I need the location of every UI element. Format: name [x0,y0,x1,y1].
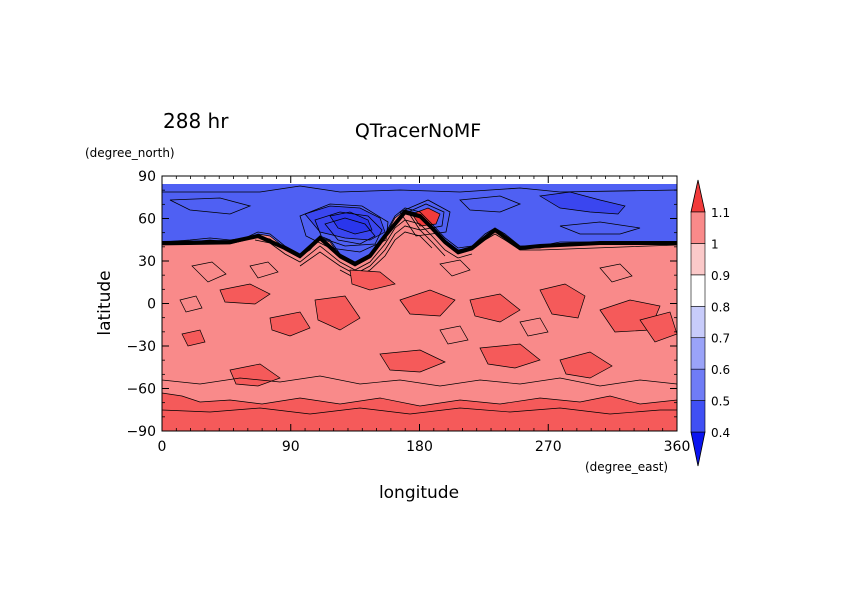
colorbar-label: 0.5 [711,395,730,409]
colorbar-bin [690,211,706,244]
colorbar-label: 0.8 [711,300,730,314]
x-axis-label: longitude [379,483,459,503]
x-tick-label: 0 [158,439,167,455]
field-dark-patch-2 [329,211,373,235]
colorbar-bin [690,274,706,307]
x-tick-label: 360 [664,439,691,455]
y-axis-label: latitude [95,270,115,335]
colorbar-bin [690,305,706,339]
y-tick-label: 60 [138,212,156,228]
colorbar-label: 1.1 [711,206,730,220]
colorbar-extend-bottom [690,431,706,467]
y-tick-label: −60 [126,382,156,398]
contour-lines-south [162,259,677,415]
field-dark-patch-3 [538,191,626,215]
y-unit-label: (degree_north) [85,146,175,160]
colorbar-label: 0.7 [711,332,730,346]
plot-area [162,176,677,431]
x-tick-label: 90 [282,439,300,455]
colorbar: 0.4 0.5 0.6 0.7 0.8 0.9 1 1.1 [690,179,730,467]
colorbar-label: 0.4 [711,426,730,440]
field-southern-band [162,392,677,431]
colorbar-bin [690,400,706,433]
axes: 0 90 180 270 360 90 60 30 0 −30 −60 −90 [126,169,690,455]
colorbar-label: 0.6 [711,363,730,377]
colorbar-label: 1 [711,237,719,251]
colorbar-bin [690,337,706,370]
y-tick-label: −30 [126,339,156,355]
colorbar-extend-top [690,179,706,213]
y-tick-label: 0 [147,297,156,313]
chart-title: QTracerNoMF [355,120,481,142]
x-tick-label: 180 [406,439,433,455]
y-tick-label: 30 [138,254,156,270]
colorbar-bin [690,368,706,401]
x-unit-label: (degree_east) [585,460,668,474]
y-tick-label: −90 [126,424,156,440]
colorbar-label: 0.9 [711,269,730,283]
tropical-patches [181,269,677,387]
front-line [162,209,677,267]
frontal-contours [162,185,677,279]
time-label: 288 hr [163,109,229,133]
y-tick-label: 90 [138,169,156,185]
colorbar-bin [690,243,706,276]
x-tick-label: 270 [535,439,562,455]
